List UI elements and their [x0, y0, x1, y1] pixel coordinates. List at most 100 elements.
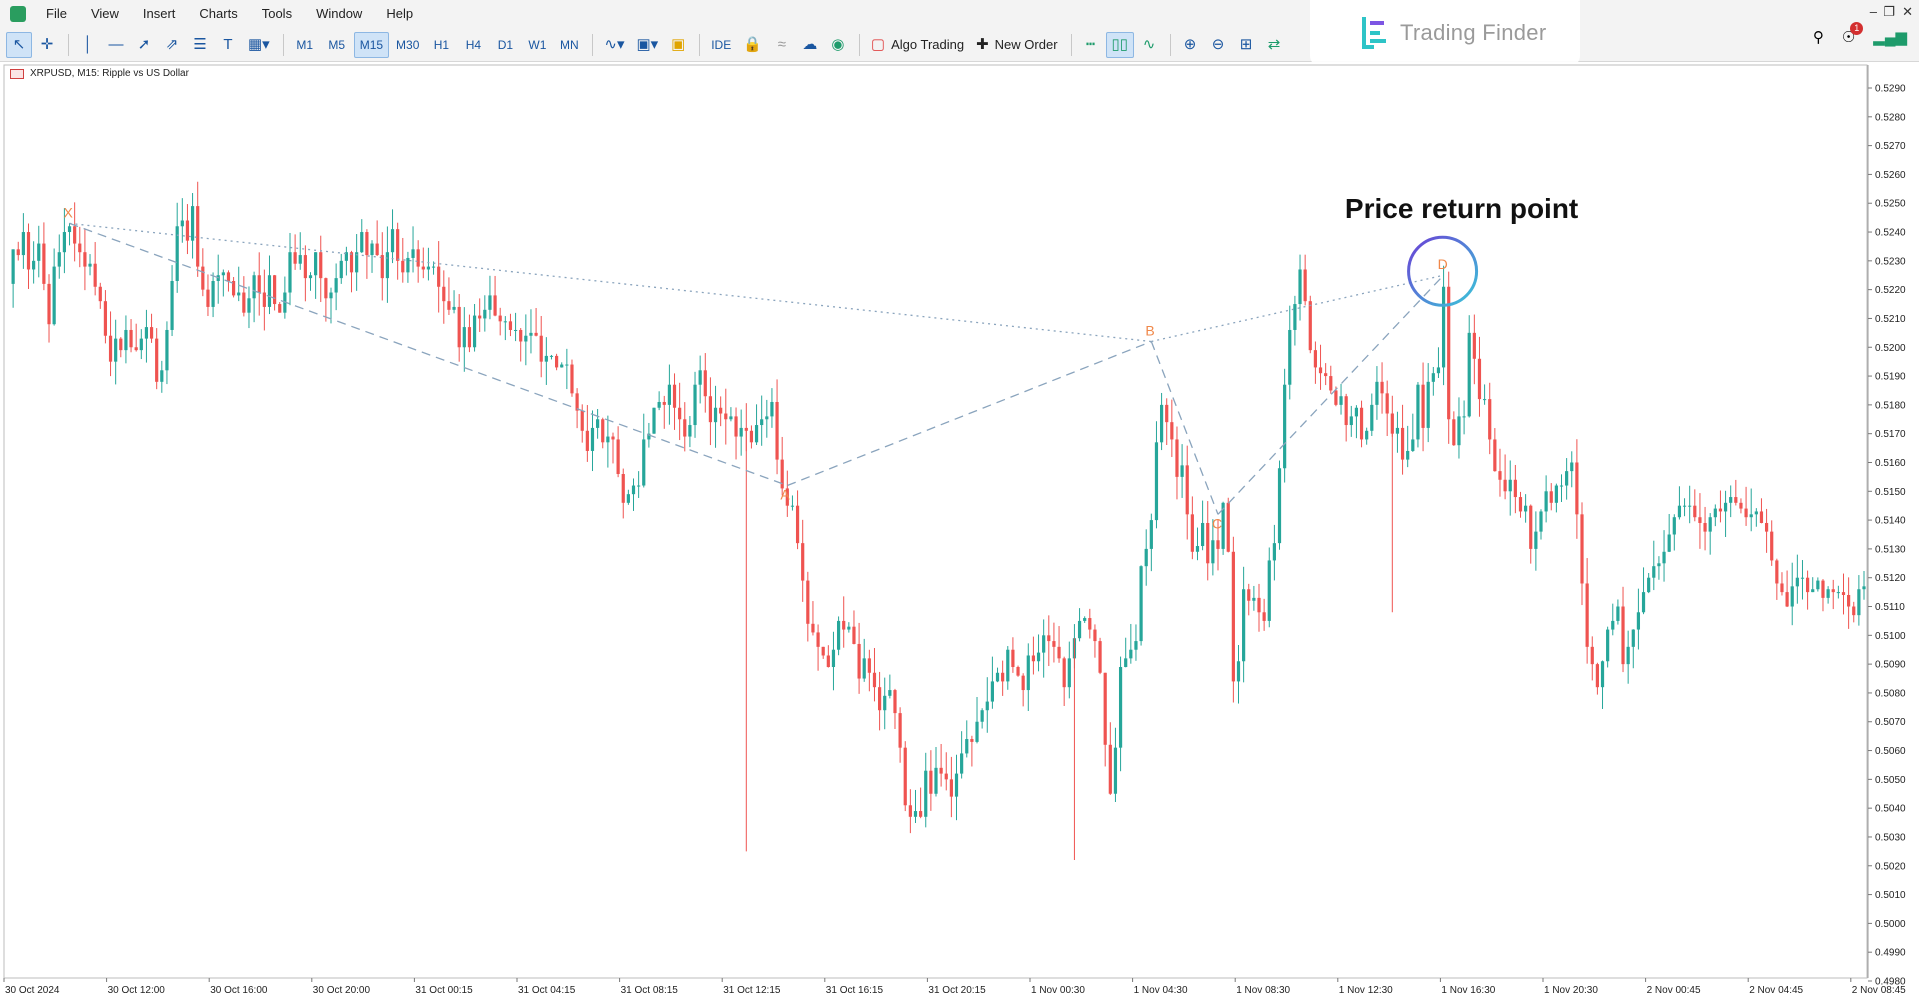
signal-icon[interactable]: ≈ [777, 36, 787, 53]
bullish-candle [1349, 416, 1353, 426]
x-tick-label: 1 Nov 12:30 [1339, 985, 1393, 996]
bearish-candle [1385, 393, 1389, 414]
bearish-candle [708, 396, 713, 423]
close-icon[interactable]: ✕ [1902, 4, 1913, 19]
menu-help[interactable]: Help [386, 6, 414, 21]
bearish-candle [801, 543, 805, 581]
y-tick-label: 0.5290 [1875, 84, 1906, 95]
indicators-icon[interactable]: ∿▾ [604, 36, 625, 53]
bearish-candle [1216, 540, 1220, 549]
timeframe-mn[interactable]: MN [560, 37, 579, 52]
bearish-candle [775, 401, 779, 460]
zoom-in-icon[interactable]: ⊕ [1183, 36, 1197, 53]
grid-icon[interactable]: ⊞ [1239, 36, 1253, 53]
bullish-candle [1441, 286, 1446, 368]
bearish-candle [303, 255, 307, 279]
bullish-candle [221, 272, 225, 276]
line-chart-icon[interactable]: ∿ [1142, 36, 1156, 53]
cloud-icon[interactable]: ☁ [802, 36, 818, 53]
timeframe-m30[interactable]: M30 [396, 37, 420, 52]
lock-icon[interactable]: 🔒 [743, 36, 762, 53]
trading-finder-logo-icon [1362, 17, 1386, 49]
timeframe-m5[interactable]: M5 [328, 37, 346, 52]
bearish-candle [98, 286, 102, 302]
bearish-candle [1447, 286, 1451, 420]
bearish-candle [1831, 589, 1835, 593]
fibonacci-icon[interactable]: ☰ [193, 36, 207, 53]
bullish-candle [175, 226, 179, 282]
menu-charts[interactable]: Charts [199, 6, 238, 21]
bullish-candle [975, 721, 979, 742]
bullish-candle [1508, 479, 1512, 492]
bearish-candle [852, 626, 856, 644]
menu-view[interactable]: View [90, 6, 119, 21]
chart-area[interactable]: 0.5290 0.5280 0.5270 0.5260 0.5250 0.5240 0.52… [0, 63, 1919, 996]
signal-strength-icon[interactable]: ▂▄▆ [1873, 29, 1907, 46]
restore-icon[interactable]: ❐ [1883, 4, 1895, 19]
bullish-candle [1134, 641, 1138, 650]
text-tool-icon[interactable]: T [223, 36, 233, 53]
cursor-tool-icon[interactable]: ↖ [6, 31, 32, 58]
bearish-candle [1421, 384, 1425, 428]
algo-trading-button[interactable]: ▢ Algo Trading [866, 32, 969, 58]
timeframe-w1[interactable]: W1 [528, 37, 547, 52]
bearish-candle [1052, 641, 1056, 647]
pattern-line-bd [1151, 274, 1444, 343]
channel-icon[interactable]: ⇗ [165, 36, 179, 53]
bearish-candle [1744, 508, 1748, 518]
new-order-button[interactable]: ✚ New Order [971, 32, 1062, 58]
bullish-candle [1713, 508, 1717, 518]
x-tick-label: 31 Oct 08:15 [621, 985, 679, 996]
bullish-candle [288, 252, 292, 293]
bullish-candle [1298, 269, 1302, 305]
chart-templates-icon[interactable]: ▣▾ [636, 36, 659, 53]
trendline-icon[interactable]: ➚ [137, 36, 151, 53]
bearish-candle [73, 226, 77, 244]
y-tick-label: 0.5140 [1875, 516, 1906, 527]
bearish-candle [380, 255, 384, 279]
bullish-candle [1118, 667, 1123, 748]
bearish-candle [365, 232, 369, 256]
bullish-candle [1672, 517, 1676, 535]
zoom-out-icon[interactable]: ⊖ [1211, 36, 1225, 53]
menu-tools[interactable]: Tools [261, 6, 293, 21]
price-chart[interactable]: 0.5290 0.5280 0.5270 0.5260 0.5250 0.5240 0.52… [0, 63, 1919, 996]
bearish-candle [678, 407, 682, 420]
vps-icon[interactable]: ◉ [831, 36, 845, 53]
bearish-candle [575, 393, 579, 411]
bullish-candle [1554, 485, 1558, 503]
bullish-candle [1462, 416, 1466, 418]
autoscroll-icon[interactable]: ⇄ [1267, 36, 1281, 53]
bearish-candle [616, 439, 620, 475]
bearish-candle [478, 315, 482, 319]
timeframe-h1[interactable]: H1 [433, 37, 450, 52]
vertical-line-icon[interactable]: │ [83, 36, 93, 53]
timeframe-h4[interactable]: H4 [465, 37, 482, 52]
bar-chart-icon[interactable]: ┅ [1086, 36, 1096, 53]
bullish-candle [883, 695, 887, 711]
crosshair-tool-icon[interactable]: ✛ [40, 36, 54, 53]
bearish-candle [375, 243, 379, 256]
menu-window[interactable]: Window [316, 6, 363, 21]
toolbar-separator [1070, 33, 1072, 56]
search-icon[interactable]: ⚲ [1812, 29, 1824, 46]
bearish-candle [1016, 667, 1020, 676]
menu-insert[interactable]: Insert [142, 6, 176, 21]
shapes-dropdown-icon[interactable]: ▦▾ [248, 36, 270, 53]
menu-file[interactable]: File [46, 6, 67, 21]
candlestick-chart-icon[interactable]: ▯▯ [1105, 31, 1135, 58]
ide-button[interactable]: IDE [711, 37, 732, 52]
timeframe-m15[interactable]: M15 [353, 31, 390, 58]
timeframe-d1[interactable]: D1 [497, 37, 514, 52]
minimize-icon[interactable]: – [1869, 4, 1877, 19]
bullish-candle [1524, 505, 1528, 512]
bearish-candle [703, 370, 707, 397]
market-icon[interactable]: ▣ [671, 36, 686, 53]
notifications-icon[interactable]: ☉ 1 [1842, 22, 1864, 45]
timeframe-m1[interactable]: M1 [296, 37, 314, 52]
bearish-candle [1775, 560, 1779, 584]
bearish-candle [1734, 497, 1738, 503]
bullish-candle [1288, 329, 1292, 385]
bullish-candle [1795, 577, 1799, 587]
horizontal-line-icon[interactable]: — [108, 36, 124, 53]
